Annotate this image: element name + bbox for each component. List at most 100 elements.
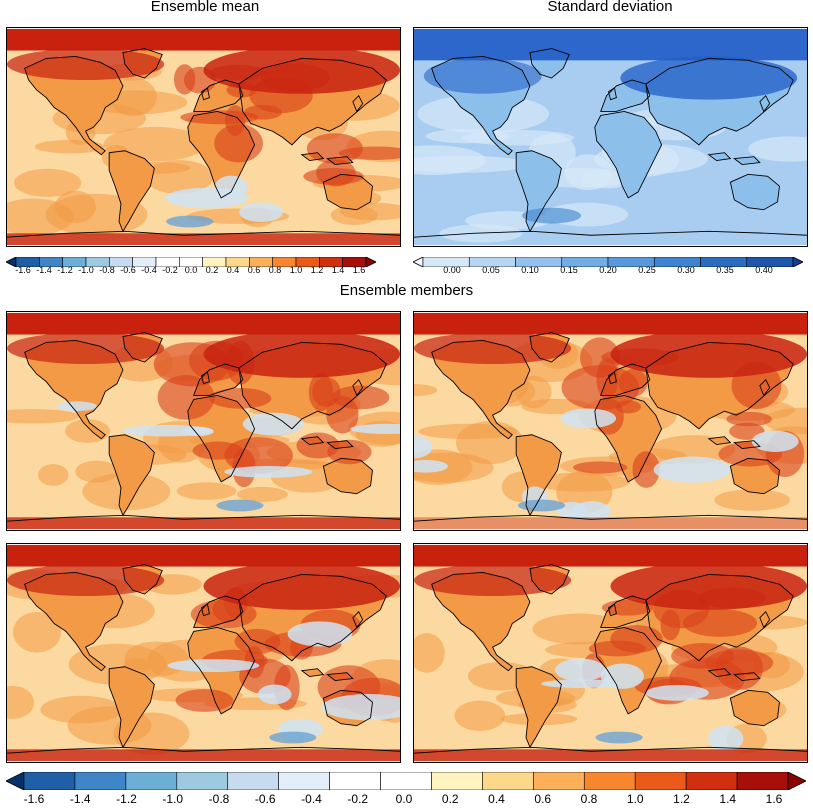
coastline	[529, 48, 570, 79]
coastline	[515, 434, 562, 517]
colorbar-tick-label: 0.40	[755, 265, 773, 275]
field-blob	[7, 685, 35, 719]
arctic-field	[423, 58, 542, 94]
coastline	[733, 440, 761, 449]
coastline	[600, 79, 651, 112]
coastline	[326, 156, 354, 165]
field-blob	[175, 689, 234, 712]
coastline	[414, 514, 807, 522]
antarctic-field	[7, 749, 400, 762]
field-blob	[308, 372, 334, 412]
map-standard-deviation	[413, 27, 808, 247]
coastline	[300, 668, 325, 678]
field-blob	[522, 207, 582, 224]
colorbar-tick-label: 1.2	[310, 265, 324, 275]
coastline	[608, 87, 617, 101]
antarctic-field	[7, 233, 400, 246]
field-blob	[645, 685, 709, 701]
field-blob	[414, 435, 433, 459]
field-blob	[40, 695, 122, 724]
arctic-field	[7, 544, 400, 567]
colorbar-tick-label: -0.2	[162, 265, 178, 275]
field-blob	[236, 486, 288, 502]
field-blob	[257, 684, 292, 705]
arctic-field	[7, 48, 165, 81]
colorbar-tick-label: -0.8	[99, 265, 115, 275]
antarctic-field	[7, 517, 400, 530]
coastline	[608, 371, 617, 385]
map-standard-deviation-field	[414, 28, 807, 246]
coastline	[414, 230, 807, 238]
ensemble-members-title: Ensemble members	[339, 282, 474, 299]
coastline	[193, 79, 244, 112]
coastline	[201, 603, 210, 617]
field-blob	[37, 464, 69, 486]
coastline	[608, 603, 617, 617]
colorbar-tick-label: 0.20	[599, 265, 617, 275]
map-member-1	[6, 311, 401, 531]
colorbar-tick-label: -1.6	[15, 265, 31, 275]
land-field	[24, 56, 123, 155]
colorbar-tick-label: 0.05	[482, 265, 500, 275]
coastline	[352, 378, 364, 397]
colorbar-tick-label: 0.2	[441, 792, 459, 806]
map-ensemble-mean-field	[7, 28, 400, 246]
coastline	[529, 564, 570, 595]
field-blob	[326, 395, 359, 434]
coastline	[707, 152, 732, 162]
field-blob	[708, 725, 744, 752]
coastline	[238, 57, 387, 146]
colorbar-segment	[482, 771, 534, 791]
field-blob	[653, 456, 732, 483]
colorbar-tick-label: -0.6	[120, 265, 136, 275]
colorbar-tick-label: 1.4	[719, 792, 737, 806]
field-blob	[165, 187, 249, 209]
field-blob	[588, 640, 646, 657]
arctic-field	[7, 564, 165, 597]
colorbar-tick-label: 0.6	[534, 792, 552, 806]
arctic-field	[203, 562, 400, 610]
colorbar-tick-label: 1.6	[765, 792, 783, 806]
coastline	[24, 339, 124, 440]
coastline	[594, 395, 663, 483]
field-blob	[726, 411, 772, 427]
colorbar-tick-label: -0.4	[141, 265, 157, 275]
colorbar-tick-label: 1.0	[289, 265, 303, 275]
coastline	[431, 339, 531, 440]
colorbar-segment	[125, 771, 178, 791]
field-blob	[296, 432, 340, 459]
coastline	[759, 378, 771, 397]
standard-deviation-title: Standard deviation	[547, 0, 673, 15]
coastline	[645, 57, 794, 146]
field-blob	[216, 499, 264, 512]
coastline	[515, 666, 562, 749]
colorbar-segment	[583, 771, 636, 791]
colorbar-segment	[74, 771, 127, 791]
arctic-field	[414, 544, 807, 567]
field-blob	[618, 369, 648, 397]
arctic-field	[203, 330, 400, 378]
map-ensemble-mean	[6, 27, 401, 247]
coastline	[108, 150, 155, 233]
coastline	[122, 564, 163, 595]
field-blob	[517, 499, 566, 512]
field-blob	[338, 146, 400, 160]
colorbar-tick-label: 0.6	[247, 265, 261, 275]
arctic-field	[610, 562, 807, 610]
colorbar-tick-label: -0.4	[301, 792, 322, 806]
coastline	[733, 672, 761, 681]
land-field	[24, 340, 123, 439]
coastline	[193, 363, 244, 396]
coastline	[187, 111, 256, 199]
coastline	[733, 156, 761, 165]
field-blob	[414, 384, 438, 397]
land-field	[730, 174, 780, 210]
field-blob	[534, 472, 630, 492]
coastline	[414, 746, 807, 754]
field-blob	[540, 679, 620, 688]
coastline	[431, 55, 531, 156]
colorbar-tick-label: -1.4	[69, 792, 91, 806]
coastline	[201, 87, 210, 101]
coastline	[729, 457, 780, 495]
coastline	[352, 610, 364, 629]
